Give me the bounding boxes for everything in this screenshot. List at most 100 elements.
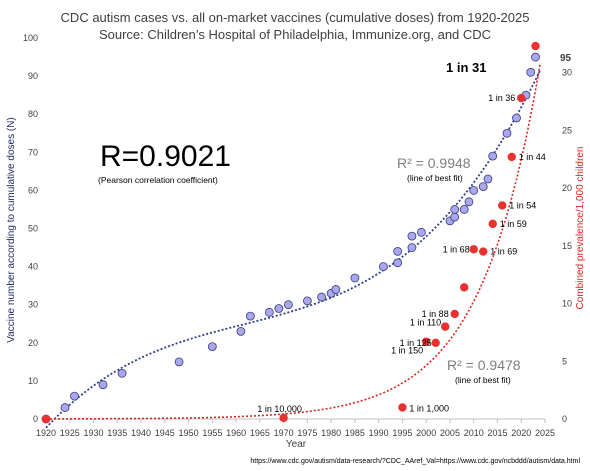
vaccine-point bbox=[478, 182, 488, 191]
y-axis-label-left: Vaccine number according to cumulative d… bbox=[6, 117, 17, 342]
prevalence-point bbox=[517, 93, 526, 103]
vaccine-point bbox=[264, 307, 274, 317]
y-tick-label-left: 10 bbox=[28, 376, 38, 386]
y-tick-label-right: 0 bbox=[562, 414, 567, 424]
prevalence-point bbox=[398, 403, 407, 412]
x-tick-label: 2000 bbox=[416, 428, 436, 438]
prevalence-label: 1 in 150 bbox=[391, 346, 423, 356]
y-tick-label-left: 80 bbox=[28, 109, 38, 119]
vaccine-point bbox=[502, 128, 512, 138]
prevalence-point bbox=[431, 338, 440, 347]
x-tick-label: 1945 bbox=[155, 428, 175, 438]
x-tick-label: 1990 bbox=[369, 428, 389, 438]
prevalence-point bbox=[498, 201, 507, 210]
vaccine-point bbox=[459, 205, 469, 214]
y-tick-label-right: 20 bbox=[562, 183, 572, 193]
prevalence-label: 1 in 10,000 bbox=[257, 404, 302, 414]
vaccine-point bbox=[70, 391, 79, 401]
chart-subtitle: Source: Children’s Hospital of Philadelp… bbox=[99, 27, 491, 42]
x-tick-label: 2015 bbox=[487, 428, 507, 438]
vaccine-point bbox=[207, 342, 217, 352]
x-tick-label: 1950 bbox=[179, 428, 199, 438]
prevalence-label: 1 in 68 bbox=[443, 244, 470, 254]
vaccine-point bbox=[407, 231, 417, 241]
x-tick-label: 2025 bbox=[535, 428, 555, 438]
prevalence-trend-line bbox=[46, 63, 541, 420]
vaccine-point bbox=[331, 285, 341, 294]
last-vaccine-value: 95 bbox=[560, 53, 572, 64]
data-points bbox=[41, 41, 540, 424]
vaccine-point bbox=[450, 212, 460, 222]
y-tick-label-left: 90 bbox=[28, 71, 38, 81]
vaccine-point bbox=[245, 311, 255, 321]
x-tick-label: 1920 bbox=[36, 428, 56, 438]
latest-prevalence-label: 1 in 31 bbox=[446, 60, 486, 75]
x-tick-label: 2005 bbox=[440, 428, 460, 438]
y-tick-label-right: 10 bbox=[562, 299, 572, 309]
r2-left-caption: (line of best fit) bbox=[407, 173, 463, 183]
prevalence-point bbox=[421, 337, 431, 346]
vaccine-point bbox=[174, 357, 184, 367]
trend-lines bbox=[45, 63, 542, 429]
x-axis-label: Year bbox=[286, 439, 307, 450]
vaccine-point bbox=[98, 380, 108, 390]
x-tick-label: 1960 bbox=[226, 428, 246, 438]
r-value: R=0.9021 bbox=[100, 140, 231, 173]
y-tick-label-left: 50 bbox=[28, 224, 38, 234]
y-tick-label-right: 15 bbox=[562, 241, 572, 251]
vaccine-point bbox=[483, 174, 493, 184]
y-tick-label-left: 30 bbox=[28, 300, 38, 310]
y-tick-label-left: 0 bbox=[33, 414, 38, 424]
y-tick-label-right: 25 bbox=[562, 125, 572, 135]
prevalence-label: 1 in 44 bbox=[519, 152, 546, 162]
y-axis-label-right: Combined prevalence/1,000 children bbox=[575, 147, 586, 310]
vaccine-point bbox=[274, 304, 284, 313]
vaccine-point bbox=[302, 296, 312, 306]
chart-title: CDC autism cases vs. all on-market vacci… bbox=[61, 10, 530, 25]
vaccine-point bbox=[283, 300, 293, 310]
vaccine-point bbox=[512, 113, 521, 123]
vaccine-trend-line bbox=[45, 69, 542, 429]
y-tick-label-right: 5 bbox=[562, 356, 567, 366]
x-tick-label: 1985 bbox=[345, 428, 365, 438]
x-tick-label: 1975 bbox=[297, 428, 317, 438]
x-tick-label: 1925 bbox=[60, 428, 80, 438]
x-tick-label: 1995 bbox=[392, 428, 412, 438]
vaccine-point bbox=[469, 185, 479, 195]
vaccine-point bbox=[236, 326, 246, 336]
x-tick-label: 1955 bbox=[202, 428, 222, 438]
x-tick-label: 2010 bbox=[464, 428, 484, 438]
prevalence-point bbox=[279, 413, 288, 423]
vaccine-point bbox=[450, 205, 460, 214]
prevalence-label: 1 in 69 bbox=[490, 247, 517, 257]
vaccine-point bbox=[117, 368, 127, 378]
prevalence-label: 1 in 59 bbox=[500, 219, 527, 229]
x-tick-label: 1940 bbox=[131, 428, 151, 438]
x-tick-label: 1930 bbox=[84, 428, 104, 438]
vaccine-point bbox=[393, 258, 403, 268]
x-tick-label: 1965 bbox=[250, 428, 270, 438]
vaccine-point bbox=[60, 403, 70, 412]
r2-right-caption: (line of best fit) bbox=[455, 375, 511, 385]
y-tick-label-left: 100 bbox=[23, 33, 38, 43]
prevalence-point bbox=[41, 414, 51, 424]
prevalence-point bbox=[460, 283, 469, 292]
vaccine-point bbox=[379, 262, 388, 272]
x-tick-label: 1970 bbox=[274, 428, 294, 438]
y-tick-label-left: 70 bbox=[28, 147, 38, 157]
vaccine-point bbox=[317, 292, 327, 302]
vaccine-point bbox=[464, 197, 474, 207]
y-tick-label-right: 30 bbox=[562, 68, 572, 78]
r-caption: (Pearson correlation coefficient) bbox=[98, 175, 218, 185]
prevalence-label: 1 in 36 bbox=[488, 93, 515, 103]
prevalence-label: 1 in 1,000 bbox=[409, 403, 449, 413]
vaccine-point bbox=[393, 246, 403, 256]
vaccine-point bbox=[488, 151, 498, 161]
r2-left: R² = 0.9948 bbox=[397, 155, 471, 171]
prevalence-label: 1 in 125 bbox=[400, 338, 432, 348]
prevalence-point bbox=[469, 245, 478, 254]
x-tick-label: 2020 bbox=[511, 428, 531, 438]
x-tick-label: 1935 bbox=[107, 428, 127, 438]
